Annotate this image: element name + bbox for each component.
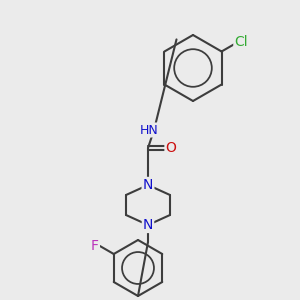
- Text: HN: HN: [140, 124, 158, 136]
- Text: O: O: [166, 141, 176, 155]
- Text: N: N: [143, 178, 153, 192]
- Text: N: N: [143, 178, 153, 192]
- Text: F: F: [91, 239, 99, 253]
- Text: N: N: [143, 218, 153, 232]
- Text: Cl: Cl: [234, 35, 248, 50]
